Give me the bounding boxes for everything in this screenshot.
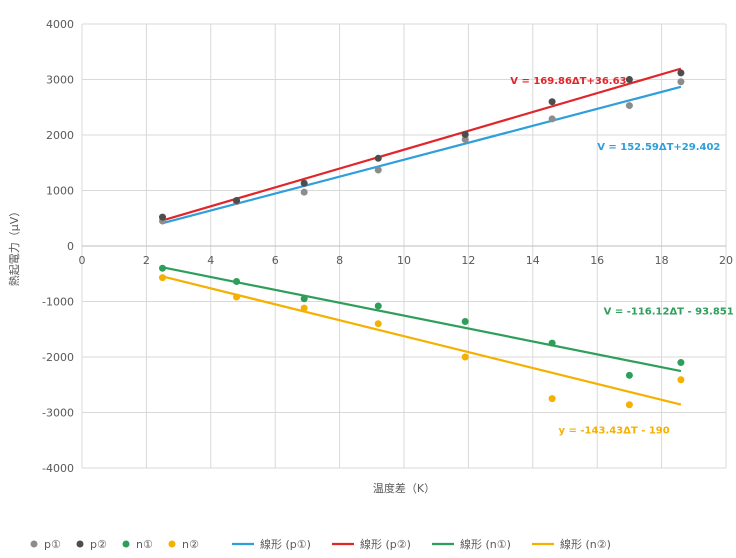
data-point [677, 359, 685, 367]
x-tick-label: 8 [336, 254, 343, 267]
legend-item: 線形 (p①) [232, 537, 311, 551]
data-point [548, 115, 556, 123]
legend-label: n② [182, 538, 199, 551]
data-point [233, 278, 241, 286]
equation-label: V = 152.59ΔT+29.402 [597, 142, 720, 153]
legend-item: p② [76, 538, 107, 551]
legend-label: 線形 (p②) [360, 537, 411, 551]
data-point [233, 293, 241, 301]
legend-item: n① [122, 538, 153, 551]
data-point [159, 274, 166, 282]
x-axis-title: 温度差（K） [373, 481, 435, 495]
x-tick-label: 0 [79, 254, 86, 267]
data-point [461, 317, 469, 325]
equation-label: V = 169.86ΔT+36.63 [510, 76, 626, 87]
x-tick-label: 14 [526, 254, 540, 267]
legend-item: 線形 (p②) [332, 537, 411, 551]
x-tick-label: 2 [143, 254, 150, 267]
data-point [159, 213, 166, 221]
y-tick-label: 1000 [46, 185, 74, 198]
data-point [461, 135, 469, 143]
data-point [374, 154, 382, 162]
y-tick-label: -4000 [42, 462, 74, 475]
data-points [159, 69, 685, 409]
grid [81, 23, 727, 469]
y-tick-label: 4000 [46, 18, 74, 31]
data-point [233, 196, 241, 204]
legend-label: p② [90, 538, 107, 551]
data-point [625, 102, 633, 110]
data-point [461, 130, 469, 138]
legend-marker [30, 540, 38, 548]
trendline [162, 275, 682, 406]
legend-label: 線形 (p①) [260, 537, 311, 551]
trendlines [162, 67, 682, 406]
legend-label: p① [44, 538, 61, 551]
legend-label: 線形 (n②) [560, 537, 611, 551]
y-tick-label: -2000 [42, 351, 74, 364]
data-point [548, 98, 556, 106]
legend-item: p① [30, 538, 61, 551]
legend-marker [168, 540, 176, 548]
equation-labels: V = 169.86ΔT+36.63 V = 152.59ΔT+29.402 V =… [510, 76, 734, 437]
legend-label: 線形 (n①) [460, 537, 511, 551]
legend-label: n① [136, 538, 153, 551]
data-point [374, 302, 382, 310]
legend: p① p② n① n② 線形 (p①) 線形 (p②) 線形 (n①) 線形 (n②) [30, 537, 611, 551]
data-point [300, 188, 308, 196]
data-point [677, 376, 685, 384]
y-tick-label: 0 [67, 240, 74, 253]
trendline [162, 85, 682, 225]
data-point [159, 264, 166, 272]
data-point [625, 371, 633, 379]
tick-labels: 4000 3000 2000 1000 0 -1000 -2000 -3000 -4000 0 2 4… [42, 18, 733, 475]
data-point [300, 295, 308, 303]
x-tick-label: 12 [461, 254, 475, 267]
legend-marker [122, 540, 130, 548]
legend-marker [76, 540, 84, 548]
data-point [300, 304, 308, 312]
x-tick-label: 6 [272, 254, 279, 267]
data-point [548, 395, 556, 403]
x-tick-label: 4 [207, 254, 214, 267]
legend-item: 線形 (n②) [532, 537, 611, 551]
y-tick-label: 3000 [46, 74, 74, 87]
x-tick-label: 10 [397, 254, 411, 267]
data-point [374, 320, 382, 328]
y-tick-label: -1000 [42, 296, 74, 309]
data-point [677, 69, 685, 77]
trendline [162, 67, 682, 222]
y-tick-label: -3000 [42, 407, 74, 420]
y-tick-label: 2000 [46, 129, 74, 142]
data-point [374, 166, 382, 174]
y-axis-title: 熱起電力（μV） [8, 206, 21, 287]
legend-item: 線形 (n①) [432, 537, 511, 551]
x-tick-label: 18 [655, 254, 669, 267]
data-point [625, 76, 633, 83]
data-point [461, 353, 469, 361]
data-point [300, 179, 308, 187]
x-tick-label: 16 [590, 254, 604, 267]
trendline [162, 266, 682, 373]
equation-label: V = -116.12ΔT - 93.851 [604, 306, 734, 317]
legend-item: n② [168, 538, 199, 551]
equation-label: y = -143.43ΔT - 190 [559, 426, 670, 437]
data-point [548, 339, 556, 347]
x-tick-label: 20 [719, 254, 733, 267]
data-point [677, 78, 685, 86]
data-point [625, 401, 633, 409]
